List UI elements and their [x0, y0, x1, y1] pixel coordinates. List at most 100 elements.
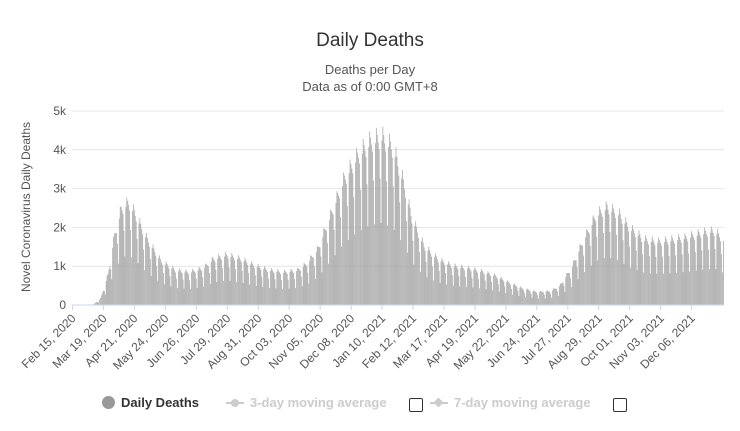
bar[interactable] [236, 281, 237, 305]
bar[interactable] [226, 255, 228, 305]
bar[interactable] [573, 260, 575, 305]
bar[interactable] [678, 234, 679, 305]
bar[interactable] [662, 256, 663, 305]
bar[interactable] [258, 266, 260, 305]
bar[interactable] [616, 234, 617, 305]
bar[interactable] [158, 258, 160, 305]
bar[interactable] [157, 280, 159, 305]
bar[interactable] [430, 253, 432, 305]
bar[interactable] [466, 268, 468, 305]
bar[interactable] [293, 272, 295, 305]
bar[interactable] [417, 232, 418, 305]
bar[interactable] [142, 234, 144, 305]
bar[interactable] [532, 291, 534, 305]
bar[interactable] [193, 270, 194, 305]
bar[interactable] [473, 270, 475, 305]
bar[interactable] [516, 287, 518, 305]
bar[interactable] [547, 290, 549, 305]
bar[interactable] [397, 166, 399, 305]
bar[interactable] [187, 272, 189, 305]
bar[interactable] [636, 270, 638, 305]
bar[interactable] [702, 269, 704, 305]
bar[interactable] [515, 285, 517, 305]
legend-item-3day-average[interactable]: 3-day moving average [226, 395, 387, 410]
bar[interactable] [294, 278, 296, 305]
bar[interactable] [571, 286, 572, 305]
bar[interactable] [147, 238, 148, 305]
bar[interactable] [530, 294, 532, 305]
bar[interactable] [248, 273, 250, 305]
bar[interactable] [505, 293, 507, 305]
bar[interactable] [202, 277, 204, 305]
bar[interactable] [639, 234, 641, 305]
bar[interactable] [411, 223, 413, 305]
bar[interactable] [671, 235, 673, 305]
bar[interactable] [474, 267, 476, 305]
bar[interactable] [193, 271, 195, 305]
bar[interactable] [705, 230, 706, 305]
bar[interactable] [447, 264, 448, 305]
bar[interactable] [645, 235, 646, 305]
bar[interactable] [579, 244, 581, 305]
bar[interactable] [423, 247, 425, 305]
bar[interactable] [630, 267, 631, 305]
bar[interactable] [239, 259, 241, 305]
bar[interactable] [243, 261, 245, 305]
bar[interactable] [663, 242, 665, 305]
bar[interactable] [688, 253, 690, 305]
bar[interactable] [138, 223, 140, 305]
bar[interactable] [312, 256, 313, 305]
bar[interactable] [682, 272, 684, 305]
bar[interactable] [398, 175, 400, 305]
bar[interactable] [418, 237, 419, 305]
bar[interactable] [699, 234, 701, 305]
bar[interactable] [255, 285, 257, 305]
bar[interactable] [435, 256, 437, 305]
bar[interactable] [609, 232, 611, 305]
bar[interactable] [393, 229, 395, 305]
bar[interactable] [269, 287, 270, 305]
bar[interactable] [206, 264, 207, 305]
bar[interactable] [297, 267, 298, 305]
bar[interactable] [628, 231, 630, 305]
bar[interactable] [253, 267, 255, 305]
bar[interactable] [347, 239, 349, 305]
bar[interactable] [354, 234, 356, 305]
bar[interactable] [509, 283, 510, 305]
bar[interactable] [412, 240, 414, 305]
bar[interactable] [374, 224, 375, 305]
bar[interactable] [691, 231, 692, 305]
bar[interactable] [208, 266, 209, 305]
bar[interactable] [410, 215, 412, 305]
bar[interactable] [114, 233, 115, 305]
bar[interactable] [693, 239, 695, 305]
bar[interactable] [95, 302, 97, 305]
bar[interactable] [618, 208, 620, 305]
bar[interactable] [696, 235, 698, 305]
bar[interactable] [146, 233, 147, 305]
bar[interactable] [211, 257, 213, 305]
bar[interactable] [160, 258, 161, 305]
bar[interactable] [383, 135, 385, 305]
bar[interactable] [685, 235, 687, 305]
bar[interactable] [714, 248, 716, 305]
bar[interactable] [712, 232, 714, 305]
bar[interactable] [540, 290, 541, 305]
bar[interactable] [302, 267, 304, 305]
bar[interactable] [365, 156, 367, 305]
bar[interactable] [401, 178, 402, 305]
bar[interactable] [161, 262, 162, 305]
bar[interactable] [551, 297, 553, 305]
bar[interactable] [467, 265, 469, 305]
bar[interactable] [264, 266, 266, 305]
bar[interactable] [288, 288, 290, 305]
bar[interactable] [496, 278, 498, 305]
bar[interactable] [242, 283, 244, 305]
bar[interactable] [587, 231, 589, 305]
bar[interactable] [350, 164, 352, 305]
bar[interactable] [677, 240, 678, 305]
bar[interactable] [172, 265, 174, 305]
bar[interactable] [597, 260, 599, 305]
bar[interactable] [721, 254, 722, 305]
bar[interactable] [200, 269, 202, 305]
